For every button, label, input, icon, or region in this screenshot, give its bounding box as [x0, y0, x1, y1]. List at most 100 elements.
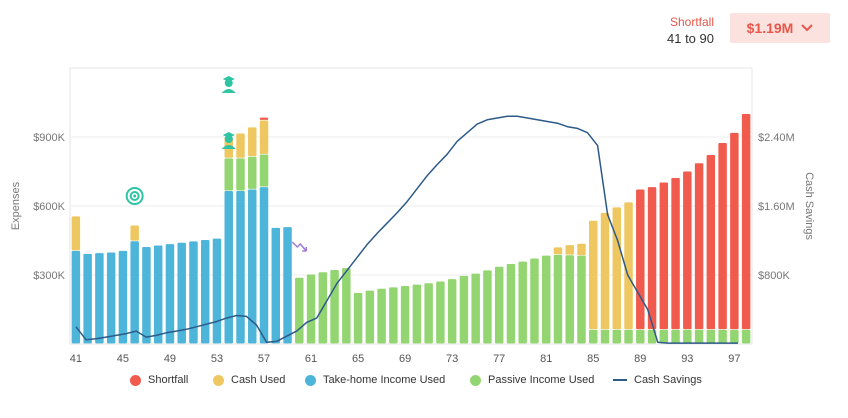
bar-segment: [553, 254, 563, 344]
bar-segment: [330, 269, 339, 344]
bar-segment: [565, 255, 574, 344]
bar-segment: [236, 191, 245, 344]
legend-item[interactable]: Passive Income Used: [470, 374, 594, 386]
bar-segment: [553, 247, 563, 255]
bar-segment: [647, 329, 657, 344]
y-axis-label: Expenses: [10, 181, 22, 230]
target-center: [133, 194, 137, 198]
bar-segment: [647, 187, 657, 330]
bar-segment: [600, 329, 610, 344]
bar-segment: [118, 250, 128, 344]
bar-segment: [436, 281, 445, 344]
bar-segment: [530, 258, 539, 344]
x-tick-label: 69: [399, 353, 411, 365]
shortfall-range: 41 to 90: [667, 31, 714, 46]
trend-arrow: [302, 247, 308, 252]
trend-line: [291, 241, 307, 252]
left-tick-label: $900K: [33, 132, 65, 144]
right-tick-label: $800K: [758, 270, 790, 282]
bar-segment: [659, 329, 669, 344]
x-tick-label: 93: [681, 353, 693, 365]
bar-segment: [718, 142, 727, 330]
bar-segment: [224, 158, 233, 191]
right-tick-label: $1.60M: [758, 201, 795, 213]
x-tick-label: 89: [634, 353, 646, 365]
legend-label: Take-home Income Used: [323, 374, 446, 386]
bar-segment: [295, 277, 304, 344]
x-tick-label: 53: [211, 353, 223, 365]
legend-item[interactable]: Cash Savings: [613, 374, 702, 386]
bar-segment: [200, 240, 210, 344]
bar-segment: [624, 202, 633, 330]
bar-segment: [683, 171, 692, 330]
grad-body: [221, 145, 236, 149]
bar-segment: [142, 246, 151, 344]
cash-savings-line: [75, 115, 738, 344]
bar-segment: [730, 329, 739, 344]
y2-axis-label: Cash Savings: [803, 172, 815, 240]
x-tick-label: 85: [587, 353, 599, 365]
bar-segment: [353, 292, 363, 344]
bar-segment: [283, 227, 292, 344]
bar-segment: [483, 270, 492, 344]
target-icon: [125, 187, 144, 205]
shortfall-amount: $1.19M: [746, 20, 794, 36]
legend-item[interactable]: Shortfall: [130, 374, 188, 386]
x-tick-label: 61: [305, 353, 317, 365]
legend-label: Cash Savings: [634, 374, 702, 386]
bar-segment: [589, 329, 598, 344]
shortfall-label: Shortfall: [669, 15, 714, 29]
x-tick-label: 97: [728, 353, 740, 365]
bar-segment: [259, 154, 269, 187]
bar-segment: [636, 189, 645, 330]
bar-segment: [153, 245, 163, 344]
bar-segment: [248, 156, 257, 189]
bar-segment: [741, 114, 751, 330]
bar-segment: [741, 329, 751, 344]
grad-body: [221, 89, 236, 93]
bar-segment: [518, 261, 527, 344]
bar-segment: [342, 268, 351, 344]
shortfall-amount-button[interactable]: $1.19M: [730, 13, 830, 43]
bar-segment: [259, 120, 269, 154]
bar-segment: [706, 329, 716, 344]
legend-item[interactable]: Cash Used: [213, 374, 285, 386]
bar-segment: [624, 329, 633, 344]
bar-segment: [377, 288, 386, 344]
bar-segment: [271, 227, 281, 344]
legend-item[interactable]: Take-home Income Used: [305, 374, 445, 386]
x-tick-label: 81: [540, 353, 552, 365]
bar-segment: [365, 290, 375, 344]
left-tick-label: $600K: [33, 201, 65, 213]
legend-dot: [213, 374, 224, 386]
bar-segment: [694, 329, 704, 344]
bar-segment: [612, 207, 622, 330]
chart-legend: Shortfall Cash Used Take-home Income Used P…: [0, 374, 848, 392]
bar-segment: [424, 283, 433, 344]
bar-segment: [400, 286, 410, 344]
bar-segment: [671, 329, 680, 344]
bar-segment: [730, 132, 739, 330]
bar-segment: [612, 329, 622, 344]
bar-segment: [165, 244, 175, 344]
bar-segment: [177, 242, 186, 344]
bar-segment: [459, 275, 469, 344]
bar-segment: [259, 187, 269, 344]
bar-segment: [706, 154, 716, 330]
shortfall-summary: Shortfall 41 to 90: [667, 14, 714, 48]
x-tick-label: 41: [70, 353, 82, 365]
x-tick-label: 45: [117, 353, 129, 365]
x-tick-label: 77: [493, 353, 505, 365]
x-tick-label: 57: [258, 353, 270, 365]
bar-segment: [95, 253, 104, 344]
legend-label: Passive Income Used: [488, 374, 595, 386]
x-tick-label: 73: [446, 353, 458, 365]
grad-cap: [222, 76, 235, 82]
bar-segment: [130, 225, 139, 241]
legend-dot: [130, 374, 141, 386]
target-ring: [125, 187, 144, 205]
bar-segment: [541, 255, 551, 344]
legend-label: Cash Used: [231, 374, 286, 386]
left-tick-label: $300K: [33, 270, 65, 282]
legend-label: Shortfall: [148, 374, 189, 386]
